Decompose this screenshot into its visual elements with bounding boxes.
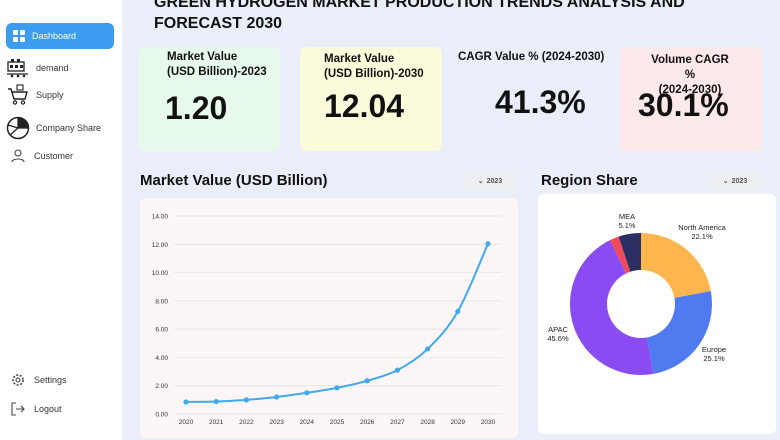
- sidebar-item-dashboard[interactable]: Dashboard: [6, 23, 114, 49]
- slice-value-label: 45.6%: [547, 334, 569, 343]
- kpi-value: 41.3%: [495, 84, 586, 120]
- x-tick-label: 2029: [451, 419, 466, 426]
- sidebar-item-label: Dashboard: [32, 30, 77, 41]
- x-tick-label: 2025: [330, 419, 345, 426]
- kpi-label: Market Value (USD Billion)-2030: [324, 52, 424, 82]
- y-tick-label: 14.00: [152, 214, 169, 221]
- x-tick-label: 2020: [179, 419, 194, 426]
- main-content: GREEN HYDROGEN MARKET PRODUCTION TRENDS …: [122, 0, 780, 440]
- data-point[interactable]: [213, 398, 219, 405]
- line-chart-year-select[interactable]: ⌄ 2023: [464, 172, 516, 190]
- pie-slice[interactable]: [641, 233, 711, 298]
- user-icon: [6, 149, 30, 163]
- kpi-card-volume-cagr: Volume CAGR % (2024-2030) 30.1%: [620, 47, 762, 151]
- y-tick-label: 12.00: [152, 242, 169, 249]
- cart-icon: [6, 84, 30, 106]
- line-chart: 0.00 2.00 4.00 6.00 8.00 10.00 12.00 14.00 2020 2…: [152, 214, 502, 426]
- data-point[interactable]: [183, 399, 189, 405]
- data-point[interactable]: [334, 385, 340, 391]
- kpi-card-market-value-2023: Market Value (USD Billion)-2023 1.20: [139, 47, 280, 151]
- kpi-label-line1: Market Value: [324, 53, 395, 65]
- kpi-label: Volume CAGR % (2024-2030): [648, 53, 732, 98]
- kpi-card-market-value-2030: Market Value (USD Billion)-2030 12.04: [300, 47, 442, 151]
- factory-icon: [6, 58, 30, 78]
- kpi-label-line2: (USD Billion)-2023: [167, 66, 267, 78]
- slice-label: North America: [678, 223, 726, 232]
- x-tick-label: 2026: [360, 419, 375, 426]
- kpi-value: 12.04: [324, 88, 405, 124]
- data-point[interactable]: [274, 394, 280, 400]
- pie-chart-title: Region Share: [541, 172, 638, 189]
- y-tick-label: 8.00: [155, 298, 168, 305]
- data-point[interactable]: [485, 241, 491, 247]
- sidebar: Dashboard demand Supply Company Share Cu…: [0, 0, 122, 440]
- data-point[interactable]: [394, 367, 400, 373]
- sidebar-item-company-share[interactable]: Company Share: [6, 116, 114, 140]
- sidebar-item-label: Settings: [34, 374, 67, 385]
- line-chart-title: Market Value (USD Billion): [140, 172, 328, 189]
- kpi-label-line1: CAGR Value % (2024-2030): [458, 51, 605, 63]
- kpi-label-line1: Market Value: [167, 51, 238, 63]
- pie-chart-card: North America 22.1% Europe 25.1% APAC 45.6% ME…: [538, 194, 776, 434]
- sidebar-item-label: Customer: [34, 150, 74, 161]
- sidebar-item-label: Company Share: [36, 122, 102, 133]
- x-tick-label: 2027: [390, 419, 405, 426]
- pie-slice[interactable]: [609, 236, 631, 274]
- pie-chart-year-select[interactable]: ⌄ 2023: [709, 172, 761, 190]
- grid-icon: [10, 30, 28, 42]
- kpi-label: CAGR Value % (2024-2030): [458, 50, 604, 65]
- data-point[interactable]: [243, 397, 249, 403]
- x-tick-label: 2030: [481, 419, 496, 426]
- kpi-value: 30.1%: [638, 87, 729, 123]
- data-point[interactable]: [455, 308, 461, 315]
- data-point[interactable]: [364, 378, 370, 384]
- pie-slice[interactable]: [618, 233, 641, 272]
- sidebar-item-settings[interactable]: Settings: [6, 373, 114, 387]
- x-tick-label: 2028: [420, 419, 435, 426]
- sidebar-item-demand[interactable]: demand: [6, 58, 114, 78]
- pie-chart-icon: [6, 116, 30, 140]
- y-tick-label: 2.00: [155, 383, 168, 390]
- chevron-down-icon: ⌄: [722, 178, 729, 185]
- sidebar-item-label: Supply: [36, 89, 64, 100]
- x-tick-label: 2022: [239, 419, 254, 426]
- sidebar-item-label: demand: [36, 62, 69, 73]
- logout-icon: [6, 402, 30, 416]
- year-select-value: 2023: [731, 177, 748, 185]
- kpi-label-line2: (USD Billion)-2030: [324, 68, 424, 80]
- slice-label: APAC: [548, 325, 568, 334]
- gear-icon: [6, 373, 30, 387]
- line-chart-card: 0.00 2.00 4.00 6.00 8.00 10.00 12.00 14.00 2020 2…: [140, 198, 518, 438]
- sidebar-item-label: Logout: [34, 403, 62, 414]
- data-point[interactable]: [304, 390, 310, 396]
- y-tick-label: 4.00: [155, 355, 168, 362]
- pie-slice[interactable]: [646, 291, 712, 374]
- year-select-value: 2023: [486, 177, 503, 185]
- sidebar-item-supply[interactable]: Supply: [6, 84, 114, 106]
- kpi-label: Market Value (USD Billion)-2023: [167, 50, 267, 80]
- y-tick-label: 6.00: [155, 327, 168, 334]
- sidebar-item-customer[interactable]: Customer: [6, 149, 114, 163]
- x-tick-label: 2021: [209, 419, 224, 426]
- kpi-label-line1: Volume CAGR %: [651, 54, 729, 81]
- y-tick-label: 0.00: [155, 412, 168, 419]
- slice-label: Europe: [702, 345, 726, 354]
- data-point[interactable]: [425, 346, 431, 352]
- kpi-label-line2: (2024-2030): [658, 84, 722, 96]
- page-title: GREEN HYDROGEN MARKET PRODUCTION TRENDS …: [154, 0, 685, 32]
- pie-slice[interactable]: [570, 240, 654, 375]
- slice-value-label: 5.1%: [618, 221, 635, 230]
- x-tick-label: 2023: [269, 419, 284, 426]
- series-line: [185, 243, 489, 403]
- slice-value-label: 25.1%: [703, 354, 725, 363]
- sidebar-item-logout[interactable]: Logout: [6, 402, 114, 416]
- y-tick-label: 10.00: [152, 270, 169, 277]
- kpi-value: 1.20: [165, 90, 228, 126]
- kpi-card-cagr-value: CAGR Value % (2024-2030) 41.3%: [452, 47, 612, 151]
- x-tick-label: 2024: [300, 419, 315, 426]
- slice-value-label: 22.1%: [691, 232, 713, 241]
- chevron-down-icon: ⌄: [477, 178, 484, 185]
- slice-label: MEA: [619, 212, 635, 221]
